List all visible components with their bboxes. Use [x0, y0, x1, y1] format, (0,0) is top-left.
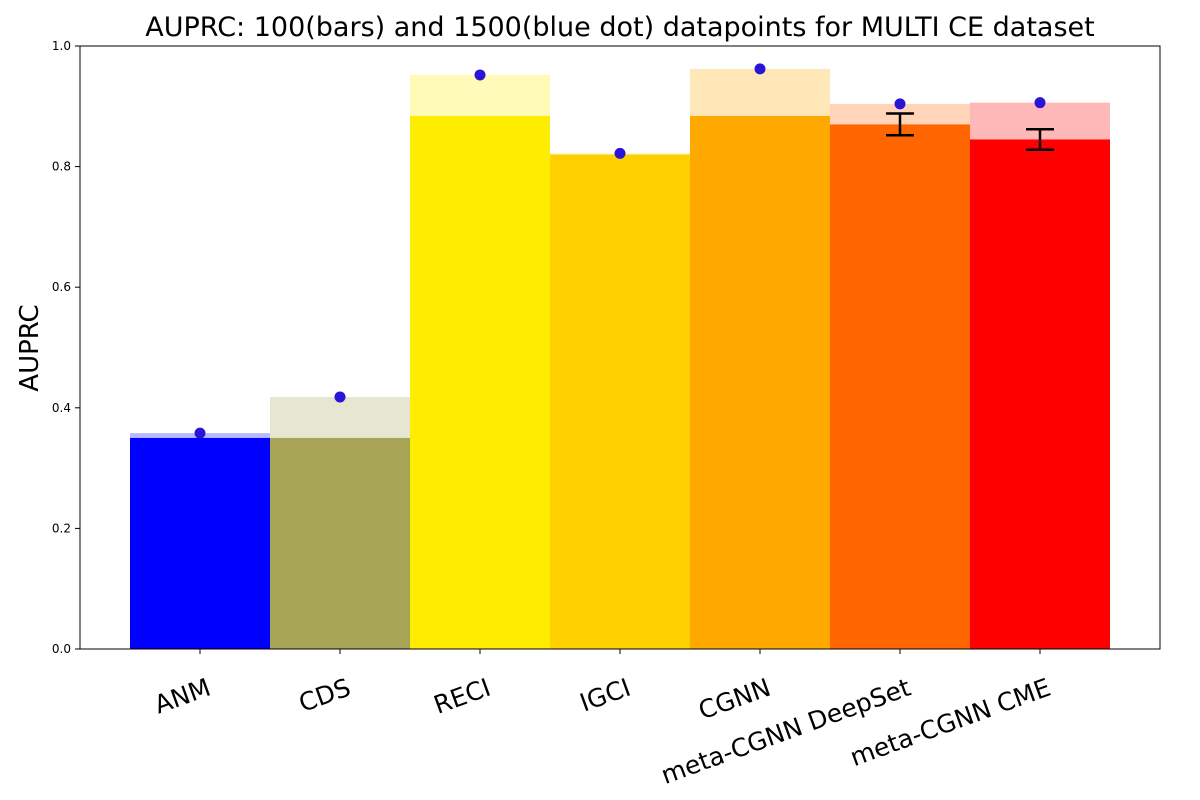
error-bars	[886, 112, 1054, 151]
x-tick-label: CDS	[295, 673, 354, 718]
chart-title: AUPRC: 100(bars) and 1500(blue dot) data…	[145, 12, 1094, 43]
x-tick-label: IGCI	[576, 673, 634, 718]
dot-1500-meta-cgnn-deepset	[894, 98, 906, 110]
dot-1500-igci	[614, 147, 626, 159]
bar-1500-cgnn	[690, 68, 830, 649]
bar-1500-reci	[410, 74, 550, 650]
errorbar-meta-cgnn-cme	[1026, 127, 1054, 151]
x-tick-label: CGNN	[695, 673, 775, 726]
dot-1500-cgnn	[754, 63, 766, 75]
bar-1500-igci	[550, 153, 690, 650]
bar-100-cds	[270, 437, 410, 649]
bar-100-meta-cgnn-cme	[970, 139, 1110, 649]
y-tick-label: 0.6	[52, 280, 71, 294]
y-tick-label: 1.0	[52, 39, 71, 53]
dot-1500-meta-cgnn-cme	[1034, 97, 1046, 109]
dot-1500-cds	[334, 391, 346, 403]
x-tick-label: ANM	[151, 673, 215, 720]
bar-100-anm	[130, 437, 270, 649]
bar-100-igci	[550, 154, 690, 650]
bar-100-reci	[410, 115, 550, 649]
bar-100-cgnn	[690, 115, 830, 649]
y-tick-label: 0.0	[52, 642, 71, 656]
dot-1500-reci	[474, 69, 486, 81]
bar-100-meta-cgnn-deepset	[830, 124, 970, 649]
bars-100-datapoints	[130, 115, 1110, 650]
dots-1500-datapoints	[194, 63, 1046, 439]
y-tick-label: 0.2	[52, 521, 71, 535]
y-tick-label: 0.4	[52, 401, 71, 415]
bar-1500-anm	[130, 433, 270, 649]
y-tick-label: 0.8	[52, 160, 71, 174]
y-axis-label: AUPRC	[15, 304, 45, 391]
bar-1500-cds	[270, 396, 410, 649]
bar-1500-meta-cgnn-deepset	[830, 103, 970, 649]
x-tick-label: meta-CGNN DeepSet	[657, 673, 914, 790]
dot-1500-anm	[194, 427, 206, 439]
bar-1500-meta-cgnn-cme	[970, 102, 1110, 649]
x-tick-label: RECI	[430, 673, 494, 720]
errorbar-meta-cgnn-deepset	[886, 112, 914, 137]
y-axis-ticks: 0.0 0.2 0.4 0.6 0.8 1.0	[52, 39, 80, 656]
bars-1500-datapoints	[130, 68, 1110, 650]
